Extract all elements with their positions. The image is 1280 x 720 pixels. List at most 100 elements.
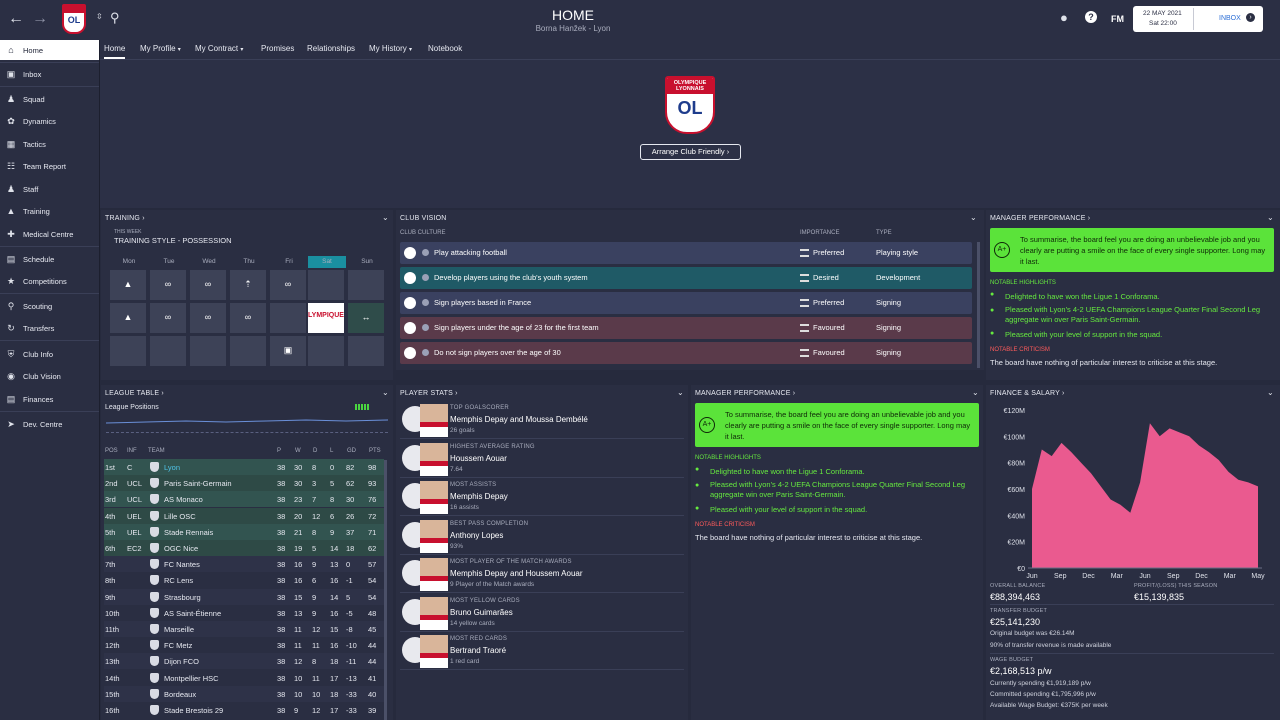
- training-session-cell[interactable]: [308, 270, 344, 300]
- sidebar-item-scouting[interactable]: ⚲ Scouting: [0, 296, 99, 316]
- tab-my-history[interactable]: My History ▾: [369, 44, 412, 53]
- club-vision-row[interactable]: Develop players using the club's youth s…: [400, 267, 972, 289]
- table-row[interactable]: 6th EC2 OGC Nice 38 19 5 14 18 62: [104, 540, 384, 556]
- continue-widget[interactable]: 22 MAY 2021 Sat 22:00 INBOX ›: [1133, 6, 1263, 32]
- help-icon[interactable]: ?: [1085, 11, 1097, 23]
- chevron-down-icon[interactable]: ⌄: [970, 213, 977, 222]
- back-arrow-icon[interactable]: ←: [8, 10, 24, 27]
- training-session-cell[interactable]: [110, 336, 146, 366]
- tab-home[interactable]: Home: [104, 44, 126, 59]
- chevron-down-icon[interactable]: ⌄: [677, 388, 684, 397]
- arrange-friendly-button[interactable]: Arrange Club Friendly ›: [640, 144, 741, 160]
- world-icon[interactable]: ●: [1060, 10, 1068, 25]
- training-session-cell[interactable]: ∞: [150, 270, 186, 300]
- training-session-cell[interactable]: [190, 336, 226, 366]
- finance-title[interactable]: FINANCE & SALARY ›: [990, 390, 1065, 397]
- manager-performance-title-2[interactable]: MANAGER PERFORMANCE ›: [695, 390, 796, 397]
- training-session-cell[interactable]: ∞: [190, 303, 226, 333]
- table-row[interactable]: 5th UEL Stade Rennais 38 21 8 9 37 71: [104, 523, 384, 540]
- training-session-cell[interactable]: [348, 336, 384, 366]
- info-icon[interactable]: [422, 349, 429, 356]
- sidebar-item-team-report[interactable]: ☷ Team Report: [0, 156, 99, 176]
- tab-notebook[interactable]: Notebook: [428, 44, 463, 53]
- table-row[interactable]: 12th FC Metz 38 11 11 16 -10 44: [104, 637, 384, 654]
- table-row[interactable]: 1st C Lyon 38 30 8 0 82 98: [104, 459, 384, 475]
- training-session-cell[interactable]: ∞: [230, 303, 266, 333]
- training-session-cell[interactable]: ∞: [270, 270, 306, 300]
- sidebar-item-squad[interactable]: ♟ Squad: [0, 89, 99, 109]
- fm-menu-button[interactable]: FM: [1111, 14, 1124, 24]
- table-row[interactable]: 15th Bordeaux 38 10 10 18 -33 40: [104, 685, 384, 702]
- training-session-cell[interactable]: ∞: [150, 303, 186, 333]
- sidebar-item-tactics[interactable]: ▦ Tactics: [0, 134, 99, 154]
- sidebar-item-dynamics[interactable]: ✿ Dynamics: [0, 111, 99, 131]
- club-vision-row[interactable]: Play attacking football Preferred Playing …: [400, 242, 972, 264]
- scrollbar[interactable]: [977, 242, 980, 368]
- training-session-cell[interactable]: ▣: [270, 336, 306, 366]
- sidebar-item-club-info[interactable]: ⛨ Club Info: [0, 344, 99, 364]
- training-session-cell[interactable]: ▲: [110, 303, 146, 333]
- training-session-cell[interactable]: ⇡: [230, 270, 266, 300]
- table-row[interactable]: 8th RC Lens 38 16 6 16 -1 54: [104, 572, 384, 589]
- sidebar-item-finances[interactable]: ▤ Finances: [0, 389, 99, 409]
- chevron-down-icon[interactable]: ⌄: [1267, 388, 1274, 397]
- table-row[interactable]: 10th AS Saint-Étienne 38 13 9 16 -5 48: [104, 604, 384, 621]
- chevron-down-icon[interactable]: ⌄: [1267, 213, 1274, 222]
- table-row[interactable]: 7th FC Nantes 38 16 9 13 0 57: [104, 556, 384, 573]
- player-stat-row[interactable]: HIGHEST AVERAGE RATING Houssem Aouar 7.64: [400, 441, 684, 478]
- club-switch-icon[interactable]: ⇳: [96, 12, 103, 21]
- info-icon[interactable]: [422, 324, 429, 331]
- player-stat-row[interactable]: MOST ASSISTS Memphis Depay 16 assists: [400, 479, 684, 516]
- scrollbar[interactable]: [384, 460, 387, 720]
- table-row[interactable]: 16th Stade Brestois 29 38 9 12 17 -33 39: [104, 702, 384, 718]
- table-row[interactable]: 13th Dijon FCO 38 12 8 18 -11 44: [104, 653, 384, 670]
- training-session-cell[interactable]: ↔: [348, 303, 384, 333]
- inbox-continue-button[interactable]: INBOX: [1219, 15, 1241, 22]
- chevron-down-icon[interactable]: ⌄: [382, 388, 389, 397]
- training-session-cell[interactable]: [230, 336, 266, 366]
- club-vision-row[interactable]: Do not sign players over the age of 30 Fa…: [400, 342, 972, 364]
- search-icon[interactable]: ⚲: [110, 10, 120, 25]
- sidebar-item-competitions[interactable]: ★ Competitions: [0, 271, 99, 291]
- match-day-tile[interactable]: LYMPIQUE: [308, 303, 344, 333]
- club-badge-icon[interactable]: OL: [62, 4, 86, 34]
- training-session-cell[interactable]: ∞: [190, 270, 226, 300]
- player-stat-row[interactable]: TOP GOALSCORER Memphis Depay and Moussa D…: [400, 402, 684, 439]
- sidebar-item-inbox[interactable]: ▣ Inbox: [0, 64, 99, 84]
- player-stat-row[interactable]: MOST PLAYER OF THE MATCH AWARDS Memphis D…: [400, 556, 684, 593]
- club-vision-row[interactable]: Sign players under the age of 23 for the…: [400, 317, 972, 339]
- forward-arrow-icon[interactable]: →: [32, 10, 48, 27]
- sidebar-item-transfers[interactable]: ↻ Transfers: [0, 318, 99, 338]
- sidebar-item-staff[interactable]: ♟ Staff: [0, 179, 99, 199]
- tab-relationships[interactable]: Relationships: [307, 44, 356, 53]
- tab-promises[interactable]: Promises: [261, 44, 295, 53]
- info-icon[interactable]: [422, 249, 429, 256]
- table-row[interactable]: 2nd UCL Paris Saint-Germain 38 30 3 5 62 93: [104, 475, 384, 492]
- sidebar-item-medical-centre[interactable]: ✚ Medical Centre: [0, 224, 99, 244]
- player-stat-row[interactable]: BEST PASS COMPLETION Anthony Lopes 93%: [400, 518, 684, 555]
- table-row[interactable]: 3rd UCL AS Monaco 38 23 7 8 30 76: [104, 491, 384, 508]
- sidebar-item-club-vision[interactable]: ◉ Club Vision: [0, 366, 99, 386]
- sidebar-item-dev-centre[interactable]: ➤ Dev. Centre: [0, 414, 99, 434]
- player-stats-title[interactable]: PLAYER STATS ›: [400, 390, 458, 397]
- tab-my-contract[interactable]: My Contract ▾: [195, 44, 243, 53]
- sidebar-item-training[interactable]: ▲ Training: [0, 201, 99, 221]
- table-row[interactable]: 9th Strasbourg 38 15 9 14 5 54: [104, 588, 384, 605]
- league-table-title[interactable]: LEAGUE TABLE ›: [105, 390, 164, 397]
- training-session-cell[interactable]: [308, 336, 344, 366]
- chevron-down-icon[interactable]: ⌄: [382, 213, 389, 222]
- tab-my-profile[interactable]: My Profile ▾: [140, 44, 181, 53]
- sidebar-item-home[interactable]: ⌂ Home: [0, 40, 99, 60]
- player-stat-row[interactable]: MOST RED CARDS Bertrand Traoré 1 red card: [400, 633, 684, 670]
- training-session-cell[interactable]: [150, 336, 186, 366]
- chevron-down-icon[interactable]: ⌄: [972, 388, 979, 397]
- info-icon[interactable]: [422, 274, 429, 281]
- training-title[interactable]: TRAINING ›: [105, 215, 145, 222]
- table-row[interactable]: 14th Montpellier HSC 38 10 11 17 -13 41: [104, 669, 384, 686]
- table-row[interactable]: 11th Marseille 38 11 12 15 -8 45: [104, 621, 384, 637]
- training-session-cell[interactable]: [270, 303, 306, 333]
- training-session-cell[interactable]: ▲: [110, 270, 146, 300]
- manager-performance-title[interactable]: MANAGER PERFORMANCE ›: [990, 215, 1091, 222]
- info-icon[interactable]: [422, 299, 429, 306]
- club-vision-row[interactable]: Sign players based in France Preferred Sig…: [400, 292, 972, 314]
